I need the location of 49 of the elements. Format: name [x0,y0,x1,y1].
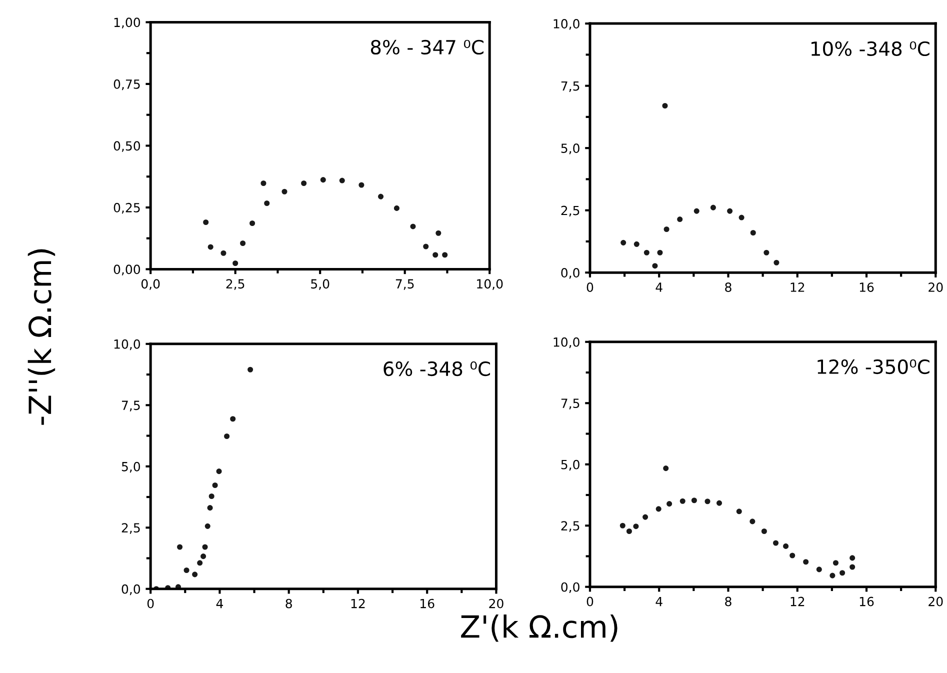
x-tick-label: 12 [790,596,804,606]
x-tick-label: 4 [656,596,662,606]
y-tick-label: 7,5 [561,398,580,410]
y-tick-label: 5,0 [561,460,580,471]
y-tick-label: 0,75 [114,79,140,90]
y-tick-label: 1,00 [114,18,140,28]
y-tick-label: 2,5 [561,206,580,217]
y-tick-label: 10,0 [554,337,580,348]
annotation: 12% -350⁰C [818,359,930,374]
y-tick-label: 0,50 [114,141,140,152]
y-tick-label: 2,5 [561,521,580,532]
x-tick-label: 4 [656,282,662,292]
y-tick-label: 5,0 [122,462,140,473]
y-tick-label: 0,25 [114,202,140,214]
y-tick-label: 0,0 [122,584,140,596]
x-tick-label: 20 [928,282,943,292]
x-tick-label: 2,5 [226,279,244,290]
y-tick-label: 10,0 [114,339,140,350]
x-tick-label: 0 [586,596,594,606]
y-tick-label: 5,0 [561,144,580,154]
x-tick-label: 16 [860,282,874,292]
x-tick-label: 0,0 [141,279,160,290]
x-tick-label: 20 [489,598,504,608]
x-tick-label: 12 [351,598,365,608]
annotation: 10% -348 ⁰C [812,41,930,56]
x-tick-label: 8 [725,282,732,292]
x-tick-label: 8 [725,596,732,606]
x-tick-label: 0 [147,598,154,608]
x-tick-label: 10,0 [477,279,503,290]
annotation: 6% -348 ⁰C [384,361,490,376]
x-axis-title: Z'(k Ω.cm) [461,614,618,642]
x-tick-label: 8 [286,598,292,608]
x-tick-label: 7,5 [396,279,414,290]
x-tick-label: 16 [420,598,434,608]
x-tick-label: 5,0 [311,279,330,290]
x-tick-label: 4 [216,598,223,608]
y-tick-label: 2,5 [122,523,140,534]
x-tick-label: 20 [928,596,943,606]
y-tick-label: 0,0 [561,268,580,279]
y-axis-title: -Z''(k Ω.cm) [28,249,56,425]
x-tick-label: 16 [860,596,874,606]
y-tick-label: 0,0 [561,582,580,594]
y-tick-label: 7,5 [122,400,140,412]
x-tick-label: 0 [586,282,594,292]
x-tick-label: 12 [790,282,804,292]
y-tick-label: 7,5 [561,81,580,92]
y-tick-label: 10,0 [554,19,580,30]
y-tick-label: 0,00 [114,264,140,276]
annotation: 8% - 347 ⁰C [370,40,484,55]
